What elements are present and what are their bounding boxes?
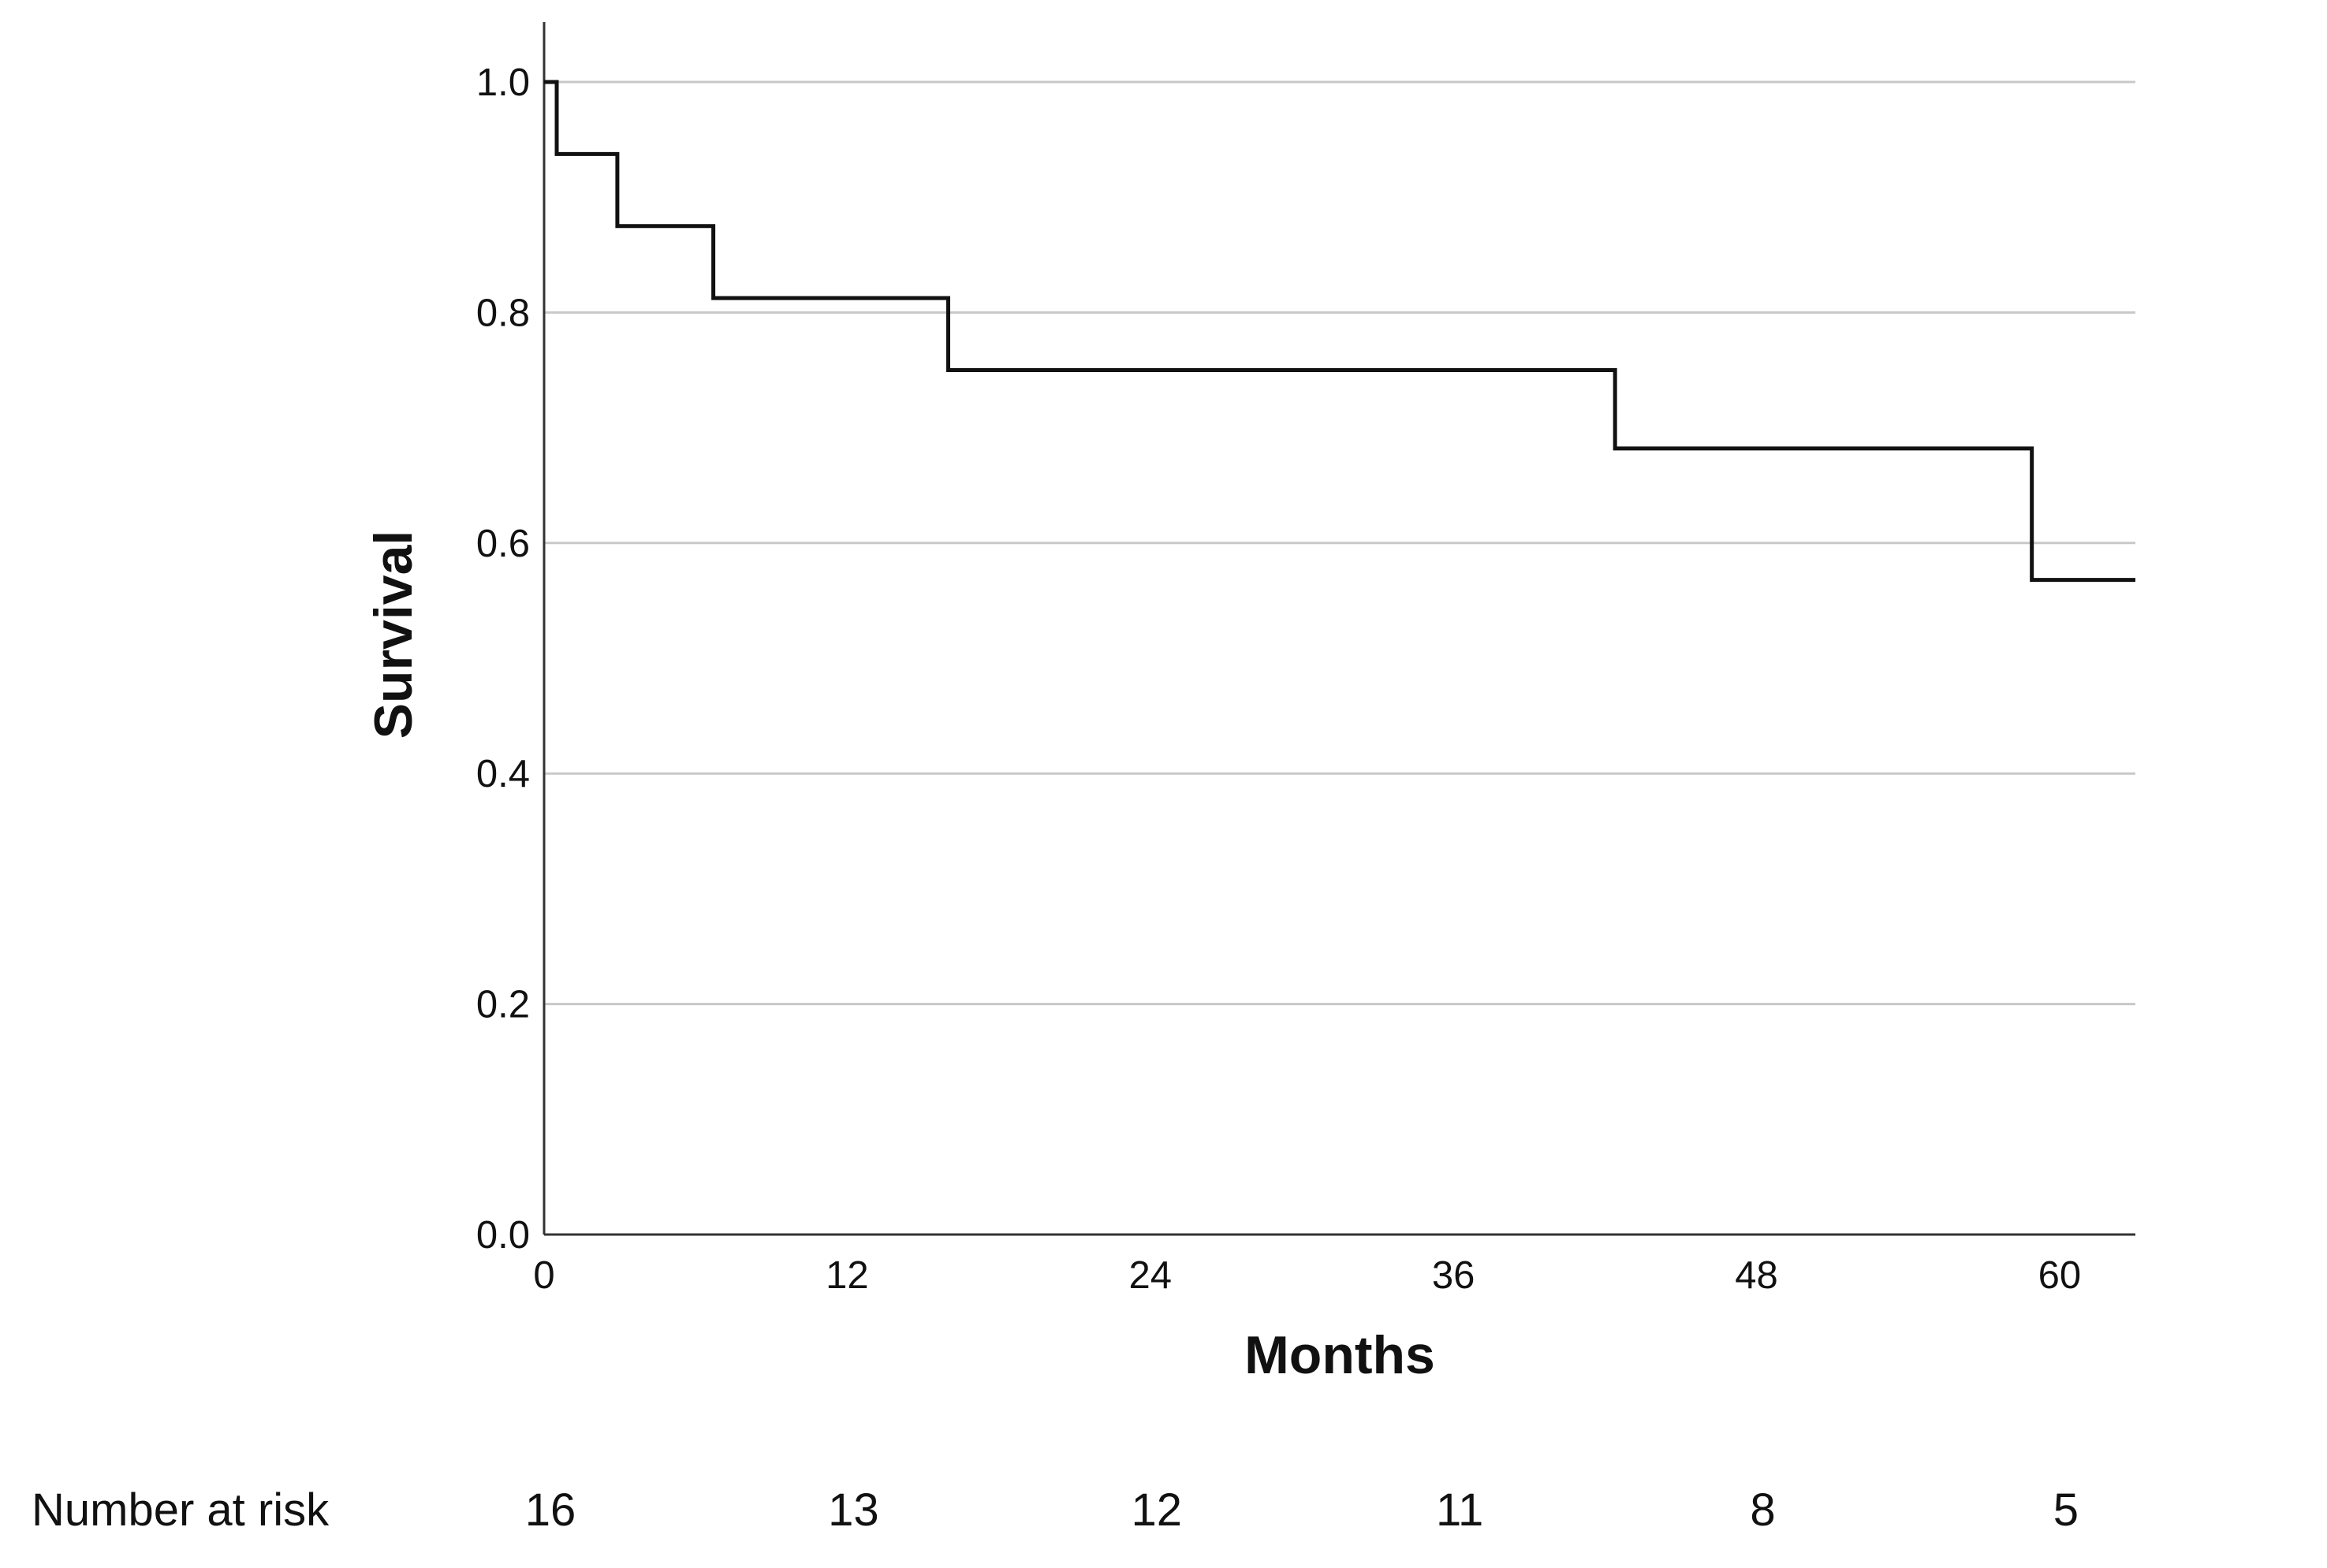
survival-curve — [544, 80, 2135, 583]
y-tick-label: 0.6 — [476, 523, 530, 565]
x-tick-label: 12 — [826, 1254, 869, 1297]
risk-table-label: Number at risk — [32, 1484, 330, 1536]
y-tick-label: 0.8 — [476, 292, 530, 334]
axes — [543, 22, 2135, 1236]
survival-curves — [544, 80, 2135, 583]
y-tick-label: 0.0 — [476, 1214, 530, 1257]
risk-count: 11 — [1436, 1484, 1483, 1536]
gridlines — [544, 80, 2135, 1006]
x-tick-labels: 0 12 24 36 48 60 — [533, 1254, 2081, 1297]
y-tick-label: 0.2 — [476, 984, 530, 1026]
x-tick-label: 0 — [533, 1254, 554, 1297]
risk-count: 8 — [1750, 1484, 1775, 1536]
risk-count: 12 — [1132, 1484, 1183, 1536]
y-tick-labels: 0.0 0.2 0.4 0.6 0.8 1.0 — [476, 61, 530, 1257]
x-tick-label: 24 — [1129, 1254, 1173, 1297]
x-tick-label: 60 — [2038, 1254, 2082, 1297]
risk-count: 5 — [2053, 1484, 2079, 1536]
y-tick-label: 1.0 — [476, 61, 530, 104]
x-tick-label: 48 — [1735, 1254, 1778, 1297]
y-axis-label: Survival — [364, 531, 423, 739]
x-axis-label: Months — [1244, 1325, 1435, 1385]
risk-table-values: 16 13 12 11 8 5 — [525, 1484, 2079, 1536]
y-tick-label: 0.4 — [476, 753, 530, 795]
x-tick-label: 36 — [1432, 1254, 1475, 1297]
risk-count: 16 — [525, 1484, 576, 1536]
risk-count: 13 — [828, 1484, 879, 1536]
